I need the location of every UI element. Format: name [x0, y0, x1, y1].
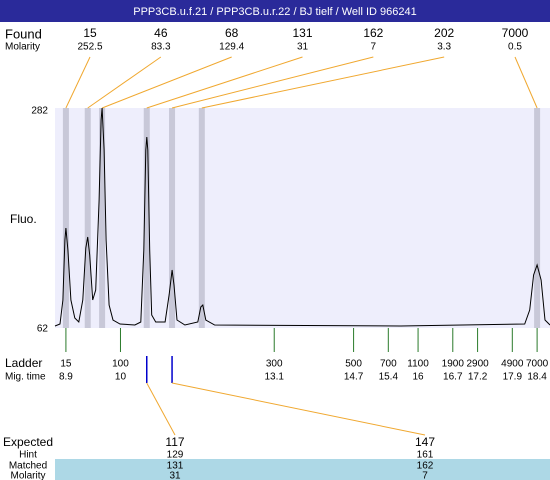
ladder-time: 13.1	[264, 372, 284, 383]
peak-band	[198, 108, 205, 328]
found-molarity: 0.5	[508, 42, 522, 53]
found-molarity-label: Molarity	[5, 42, 40, 53]
row-label: Molarity	[10, 471, 45, 480]
ladder-time: 16	[413, 372, 425, 383]
ladder-size: 2900	[466, 359, 489, 370]
peak-connector	[201, 56, 445, 109]
peak-connector	[101, 56, 232, 109]
ladder-time: 17.9	[503, 372, 523, 383]
ladder-size: 4900	[501, 359, 524, 370]
found-molarity: 3.3	[437, 42, 451, 53]
ladder-time: 10	[115, 372, 127, 383]
expected-molarity: 31	[169, 471, 181, 480]
peak-band	[99, 108, 106, 328]
ladder-time: 17.2	[468, 372, 488, 383]
found-size: 68	[225, 26, 239, 40]
found-size: 15	[83, 26, 97, 40]
peak-band	[534, 108, 541, 328]
expected-matched: 131	[167, 461, 184, 472]
found-label: Found	[5, 26, 42, 41]
ladder-size: 700	[380, 359, 397, 370]
expected-matched: 162	[417, 461, 434, 472]
found-size: 46	[154, 26, 168, 40]
expected-connector	[146, 382, 176, 436]
ladder-size: 1900	[442, 359, 465, 370]
ladder-size: 1100	[407, 359, 429, 370]
row-label: Expected	[3, 435, 53, 449]
found-molarity: 129.4	[219, 42, 244, 53]
found-size: 7000	[502, 26, 529, 40]
mig-time-label: Mig. time	[5, 372, 46, 383]
ladder-time: 16.7	[443, 372, 463, 383]
expected-molarity: 7	[422, 471, 428, 480]
ladder-time: 18.4	[527, 372, 547, 383]
row-label: Hint	[19, 450, 37, 461]
ladder-size: 7000	[526, 359, 549, 370]
peak-band	[143, 108, 150, 328]
peak-connector	[87, 56, 162, 109]
found-molarity: 31	[297, 42, 309, 53]
ladder-size: 500	[345, 359, 362, 370]
peak-connector	[514, 56, 538, 109]
y-tick-label: 282	[31, 106, 48, 117]
y-tick-label: 62	[37, 324, 49, 335]
ladder-label: Ladder	[5, 356, 42, 370]
title: PPP3CB.u.f.21 / PPP3CB.u.r.22 / BJ tielf…	[133, 6, 417, 18]
row-label: Matched	[9, 461, 47, 472]
ladder-time: 8.9	[59, 372, 73, 383]
ladder-time: 14.7	[344, 372, 364, 383]
expected-hint: 129	[167, 450, 184, 461]
peak-band	[84, 108, 91, 328]
plot-area	[55, 108, 550, 328]
expected-hint: 161	[417, 450, 434, 461]
peak-band	[62, 108, 69, 328]
found-molarity: 252.5	[77, 42, 102, 53]
y-axis-label: Fluo.	[10, 212, 37, 226]
expected-connector	[171, 382, 426, 436]
ladder-size: 15	[60, 359, 72, 370]
found-molarity: 7	[371, 42, 377, 53]
peak-band	[169, 108, 176, 328]
ladder-size: 100	[112, 359, 129, 370]
expected-expected: 147	[415, 435, 435, 449]
expected-expected: 117	[165, 435, 184, 449]
peak-connector	[65, 56, 91, 109]
found-molarity: 83.3	[151, 42, 171, 53]
ladder-time: 15.4	[379, 372, 399, 383]
found-size: 162	[363, 26, 383, 40]
trace	[54, 107, 550, 327]
found-size: 202	[434, 26, 454, 40]
found-size: 131	[292, 26, 312, 40]
ladder-size: 300	[266, 359, 283, 370]
matched-row-bg	[55, 459, 550, 480]
peak-connector	[146, 56, 303, 109]
title-bar	[0, 0, 550, 22]
peak-connector	[171, 56, 374, 109]
